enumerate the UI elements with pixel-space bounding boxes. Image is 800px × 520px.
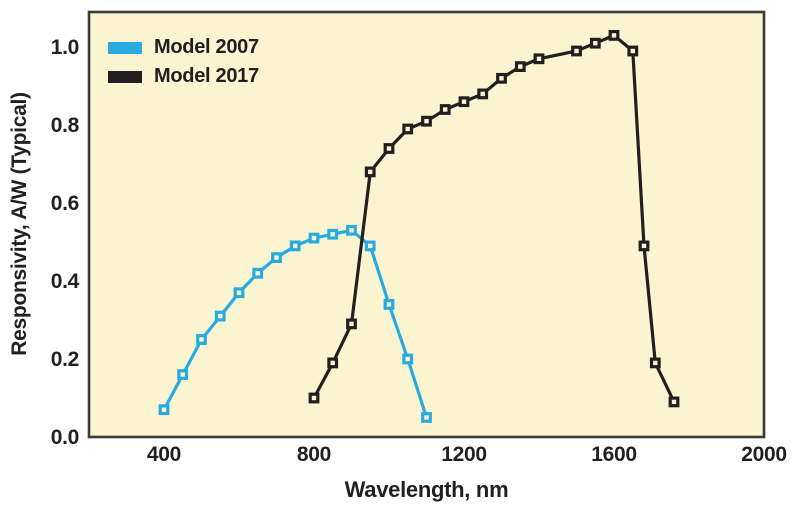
y-axis-title: Responsivity, A/W (Typical) bbox=[8, 92, 31, 356]
legend-swatch-model-2007 bbox=[108, 41, 142, 54]
data-point-marker-model-2017 bbox=[308, 392, 320, 404]
data-point-marker-model-2017 bbox=[458, 96, 470, 108]
legend-item-model-2017: Model 2017 bbox=[108, 64, 259, 89]
data-point-marker-model-2017 bbox=[439, 104, 451, 115]
data-point-marker-model-2007 bbox=[177, 369, 189, 380]
legend-label-model-2007: Model 2007 bbox=[154, 36, 259, 58]
data-point-marker-model-2017 bbox=[364, 166, 376, 178]
data-point-marker-model-2007 bbox=[308, 232, 320, 244]
legend-swatch-model-2017 bbox=[108, 70, 142, 83]
x-tick-label: 2000 bbox=[741, 443, 787, 466]
data-point-marker-model-2017 bbox=[514, 61, 526, 72]
data-point-marker-model-2017 bbox=[668, 396, 680, 408]
data-point-marker-model-2017 bbox=[346, 318, 357, 330]
data-point-marker-model-2017 bbox=[383, 143, 395, 154]
data-point-marker-model-2017 bbox=[649, 357, 661, 369]
y-tick-label: 0.4 bbox=[51, 270, 80, 293]
data-point-marker-model-2017 bbox=[571, 45, 582, 57]
data-point-marker-model-2007 bbox=[402, 353, 414, 365]
legend-item-model-2007: Model 2007 bbox=[108, 35, 259, 60]
y-tick-label: 0.2 bbox=[51, 348, 79, 371]
data-point-marker-model-2017 bbox=[533, 53, 545, 65]
data-point-marker-model-2007 bbox=[327, 228, 339, 240]
x-tick-label: 1200 bbox=[441, 443, 487, 466]
data-point-marker-model-2017 bbox=[477, 88, 489, 100]
data-point-marker-model-2007 bbox=[252, 267, 264, 279]
data-point-marker-model-2017 bbox=[638, 240, 650, 252]
x-axis-title: Wavelength, nm bbox=[344, 477, 509, 502]
x-tick-label: 400 bbox=[147, 443, 181, 466]
y-tick-label: 0.6 bbox=[51, 192, 79, 215]
data-point-marker-model-2017 bbox=[421, 115, 432, 127]
data-point-marker-model-2017 bbox=[627, 45, 639, 57]
data-point-marker-model-2007 bbox=[289, 240, 301, 252]
x-tick-label: 1600 bbox=[591, 443, 637, 466]
data-point-marker-model-2007 bbox=[158, 404, 170, 416]
data-point-marker-model-2007 bbox=[421, 412, 432, 423]
data-point-marker-model-2017 bbox=[589, 37, 601, 49]
y-tick-label: 1.0 bbox=[51, 36, 79, 59]
y-tick-label: 0.0 bbox=[51, 426, 79, 449]
data-point-marker-model-2017 bbox=[608, 30, 620, 41]
data-point-marker-model-2007 bbox=[364, 240, 376, 252]
data-point-marker-model-2007 bbox=[383, 299, 395, 310]
data-point-marker-model-2007 bbox=[233, 287, 245, 299]
data-point-marker-model-2017 bbox=[402, 123, 414, 135]
legend: Model 2007 Model 2017 bbox=[108, 35, 259, 89]
data-point-marker-model-2007 bbox=[346, 224, 357, 236]
data-point-marker-model-2017 bbox=[496, 72, 507, 84]
y-tick-label: 0.8 bbox=[51, 114, 80, 137]
data-point-marker-model-2007 bbox=[214, 310, 226, 322]
data-point-marker-model-2017 bbox=[327, 357, 339, 369]
x-tick-label: 800 bbox=[297, 443, 331, 466]
legend-label-model-2017: Model 2017 bbox=[154, 65, 259, 87]
data-point-marker-model-2007 bbox=[196, 334, 207, 345]
data-point-marker-model-2007 bbox=[271, 252, 282, 264]
